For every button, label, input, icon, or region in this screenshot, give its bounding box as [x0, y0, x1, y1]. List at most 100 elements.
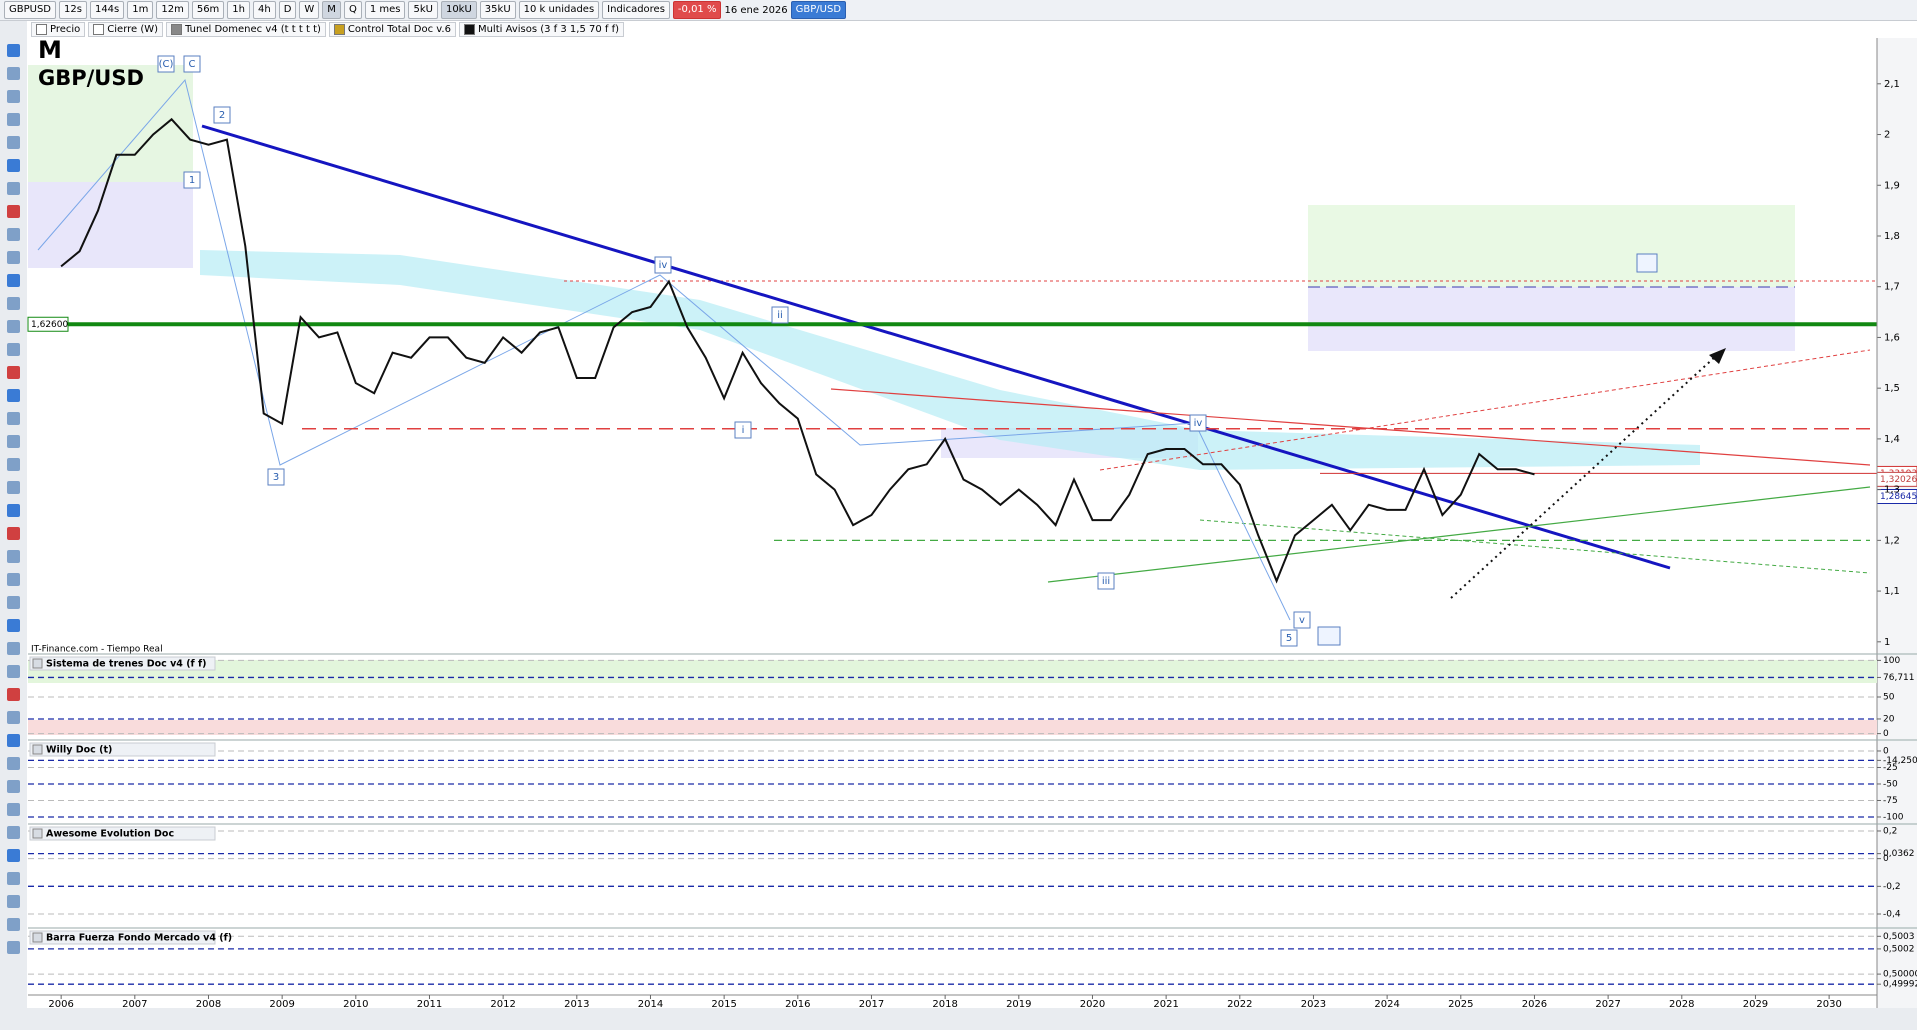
tool-icon[interactable] — [7, 803, 20, 816]
target-box — [1636, 253, 1658, 273]
x-tick-label: 2025 — [1448, 999, 1473, 1010]
legend-label: Tunel Domenec v4 (t t t t t) — [185, 24, 321, 35]
timeframe-button[interactable]: 1h — [227, 1, 250, 19]
unit-button[interactable]: 10kU — [440, 1, 477, 19]
y-tick-label: 2 — [1884, 130, 1890, 141]
tool-icon[interactable] — [7, 711, 20, 724]
legend-item[interactable]: Precio — [31, 22, 86, 37]
wave-box — [183, 171, 201, 189]
legend-item[interactable]: Multi Avisos (3 f 3 1,5 70 f f) — [458, 22, 625, 37]
wave-box — [1097, 572, 1115, 590]
tool-icon[interactable] — [7, 665, 20, 678]
tool-icon[interactable] — [7, 826, 20, 839]
pane-close[interactable] — [32, 658, 43, 669]
x-tick-label: 2021 — [1153, 999, 1178, 1010]
tool-icon[interactable] — [7, 90, 20, 103]
legend-swatch — [333, 24, 345, 35]
tool-icon[interactable] — [7, 504, 20, 517]
x-tick-label: 2010 — [343, 999, 368, 1010]
pane-tick-label: -0,4 — [1883, 909, 1901, 919]
symbol-select[interactable]: GBPUSD — [4, 1, 57, 19]
legend-item[interactable]: Cierre (W) — [88, 22, 164, 37]
timeframe-button[interactable]: 56m — [191, 1, 225, 19]
tool-icon[interactable] — [7, 527, 20, 540]
legend-item[interactable]: Control Total Doc v.6 — [328, 22, 456, 37]
change-badge: -0,01 % — [672, 1, 722, 19]
x-tick-label: 2014 — [638, 999, 663, 1010]
tool-icon[interactable] — [7, 251, 20, 264]
timeframe-button[interactable]: W — [299, 1, 320, 19]
unit-button[interactable]: 35kU — [479, 1, 516, 19]
tool-icon[interactable] — [7, 918, 20, 931]
pane-tick-label: 50 — [1883, 693, 1895, 703]
tool-icon[interactable] — [7, 941, 20, 954]
tool-icon[interactable] — [7, 573, 20, 586]
x-tick-label: 2024 — [1374, 999, 1399, 1010]
tool-icon[interactable] — [7, 688, 20, 701]
trend-line — [1199, 519, 1871, 574]
y-tick-label: 1,7 — [1884, 282, 1900, 293]
x-tick-label: 2029 — [1743, 999, 1768, 1010]
tool-icon[interactable] — [7, 274, 20, 287]
tool-icon[interactable] — [7, 205, 20, 218]
timeframe-button[interactable]: 12m — [156, 1, 189, 19]
pair-badge: GBP/USD — [790, 1, 847, 19]
tool-icon[interactable] — [7, 113, 20, 126]
timeframe-button[interactable]: 4h — [253, 1, 276, 19]
timeframe-button[interactable]: 144s — [89, 1, 125, 19]
tool-icon[interactable] — [7, 44, 20, 57]
tool-icon[interactable] — [7, 895, 20, 908]
timeframe-button[interactable]: Q — [343, 1, 362, 19]
pane-title: Willy Doc (t) — [46, 745, 112, 756]
pane-tick-label: -100 — [1883, 812, 1904, 822]
tool-icon[interactable] — [7, 458, 20, 471]
level-tag — [27, 316, 69, 332]
wave-label: iii — [1102, 576, 1110, 587]
timeframe-button[interactable]: D — [278, 1, 297, 19]
period-select[interactable]: 1 mes — [364, 1, 406, 19]
tool-icon[interactable] — [7, 596, 20, 609]
tool-icon[interactable] — [7, 182, 20, 195]
tool-icon[interactable] — [7, 366, 20, 379]
tool-icon[interactable] — [7, 297, 20, 310]
trend-line — [1047, 486, 1871, 583]
pane-title-bg — [29, 742, 216, 757]
tool-icon[interactable] — [7, 481, 20, 494]
timeframe-button[interactable]: 12s — [59, 1, 87, 19]
tool-icon[interactable] — [7, 435, 20, 448]
pane-close[interactable] — [32, 932, 43, 943]
tool-icon[interactable] — [7, 780, 20, 793]
tool-icon[interactable] — [7, 550, 20, 563]
pane-title-bg — [29, 826, 216, 841]
tool-icon[interactable] — [7, 619, 20, 632]
unit-button[interactable]: 5kU — [408, 1, 438, 19]
x-tick-label: 2011 — [417, 999, 442, 1010]
tool-icon[interactable] — [7, 228, 20, 241]
tool-icon[interactable] — [7, 389, 20, 402]
y-tick-label: 1,9 — [1884, 180, 1900, 191]
tool-icon[interactable] — [7, 412, 20, 425]
legend-label: Control Total Doc v.6 — [347, 24, 451, 35]
pane-title: Awesome Evolution Doc — [46, 829, 174, 840]
tool-icon[interactable] — [7, 320, 20, 333]
pane-close[interactable] — [32, 828, 43, 839]
timeframe-button[interactable]: M — [322, 1, 341, 19]
tool-icon[interactable] — [7, 757, 20, 770]
y-tick-label: 1,6 — [1884, 332, 1900, 343]
tool-icon[interactable] — [7, 734, 20, 747]
indicators-button[interactable]: Indicadores — [602, 1, 670, 19]
x-tick-label: 2016 — [785, 999, 810, 1010]
tool-icon[interactable] — [7, 872, 20, 885]
tool-icon[interactable] — [7, 343, 20, 356]
timeframe-button[interactable]: 1m — [127, 1, 154, 19]
tool-icon[interactable] — [7, 849, 20, 862]
legend-bar: Precio Cierre (W) Tunel Domenec v4 (t t t … — [27, 21, 1917, 38]
pane-close[interactable] — [32, 744, 43, 755]
tool-icon[interactable] — [7, 642, 20, 655]
tool-icon[interactable] — [7, 159, 20, 172]
legend-item[interactable]: Tunel Domenec v4 (t t t t t) — [166, 22, 326, 37]
unit-size-select[interactable]: 10 k unidades — [518, 1, 600, 19]
price-line — [60, 117, 1535, 584]
tool-icon[interactable] — [7, 136, 20, 149]
tool-icon[interactable] — [7, 67, 20, 80]
